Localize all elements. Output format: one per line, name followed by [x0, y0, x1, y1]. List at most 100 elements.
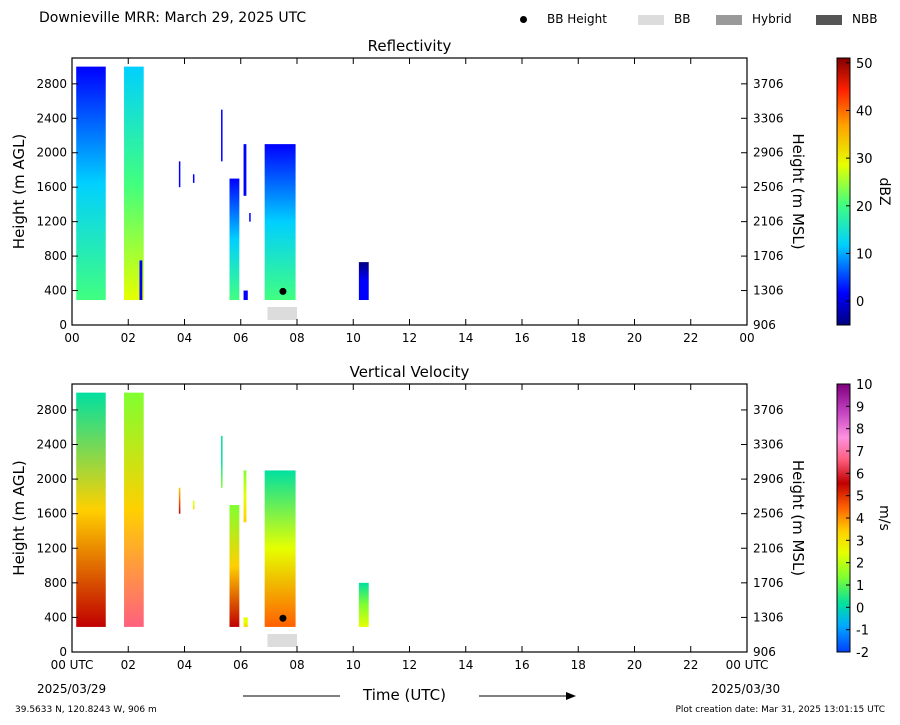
echo-column: [264, 144, 296, 301]
y-tick-right-label: 906: [753, 645, 776, 659]
bb-flag-bar: [267, 634, 297, 647]
colorbar-tick-label: 8: [856, 423, 864, 438]
legend-label: Hybrid: [752, 12, 792, 26]
y-tick-right-label: 2106: [753, 541, 784, 555]
echo-column: [358, 582, 369, 627]
y-tick-label: 2000: [36, 472, 67, 486]
start-date: 2025/03/29: [37, 682, 107, 696]
x-tick-label: 00: [739, 331, 754, 345]
colorbar-tick-label: 4: [856, 512, 864, 527]
legend-item-nbb: NBB: [816, 12, 877, 26]
y-tick-right-label: 1306: [753, 284, 784, 298]
colorbar-tick-label: 20: [856, 200, 873, 215]
y-tick-label: 400: [44, 610, 67, 624]
y-tick-label: 1200: [36, 541, 67, 555]
colorbar-label: dBZ: [876, 177, 892, 205]
y-tick-label: 400: [44, 284, 67, 298]
colorbar-tick-label: 0: [856, 295, 864, 310]
colorbar-tick-label: 30: [856, 152, 873, 167]
echo-column: [192, 174, 195, 183]
echo-column: [221, 109, 223, 162]
colorbar: [836, 57, 851, 326]
echo-column: [124, 66, 144, 301]
creation-date: Plot creation date: Mar 31, 2025 13:01:1…: [675, 705, 885, 715]
echo-column: [192, 500, 195, 510]
x-tick-label: 10: [346, 331, 361, 345]
echo-column: [76, 392, 106, 627]
x-tick-label: 00 UTC: [726, 658, 769, 672]
y-tick-label: 1600: [36, 507, 67, 521]
arrowhead-icon: [566, 692, 576, 700]
x-tick-label: 12: [402, 331, 417, 345]
colorbar-tick-label: 10: [856, 247, 873, 262]
y-tick-right-label: 2106: [753, 215, 784, 229]
echo-column: [358, 262, 369, 301]
x-tick-label: 04: [177, 658, 192, 672]
echo-column: [124, 392, 144, 627]
y-tick-right-label: 1306: [753, 610, 784, 624]
x-tick-label: 02: [121, 331, 136, 345]
colorbar-tick-label: 40: [856, 104, 873, 119]
colorbar-tick-label: 5: [856, 490, 864, 505]
x-tick-label: 08: [289, 658, 304, 672]
x-tick-label: 20: [627, 331, 642, 345]
y-axis-right-label: Height (m MSL): [789, 460, 807, 576]
y-tick-right-label: 2906: [753, 472, 784, 486]
panel-title: Vertical Velocity: [350, 363, 470, 381]
echo-column: [178, 487, 181, 514]
echo-column: [76, 66, 106, 301]
location-text: 39.5633 N, 120.8243 W, 906 m: [15, 705, 157, 715]
y-tick-label: 1600: [36, 180, 67, 194]
echo-column: [139, 260, 143, 301]
colorbar-tick-label: -2: [856, 646, 869, 661]
y-tick-right-label: 2906: [753, 146, 784, 160]
echo-column: [221, 435, 223, 488]
colorbar-tick-label: 50: [856, 57, 873, 72]
y-axis-label: Height (m AGL): [10, 134, 28, 249]
colorbar-tick-label: 1: [856, 579, 864, 594]
colorbar-tick-label: -1: [856, 624, 869, 639]
x-tick-label: 14: [458, 331, 473, 345]
x-tick-label: 06: [233, 658, 248, 672]
colorbar-tick-label: 9: [856, 400, 864, 415]
legend-item-bb: BB: [638, 12, 690, 26]
plot-frame: [71, 383, 748, 653]
x-tick-label: 10: [346, 658, 361, 672]
y-tick-right-label: 2506: [753, 507, 784, 521]
x-tick-label: 18: [571, 331, 586, 345]
y-axis-label: Height (m AGL): [10, 460, 28, 575]
page-title: Downieville MRR: March 29, 2025 UTC: [39, 10, 307, 26]
gray-swatch-icon: [716, 14, 742, 25]
x-tick-label: 00: [64, 331, 79, 345]
y-tick-label: 1200: [36, 215, 67, 229]
colorbar-tick-label: 0: [856, 601, 864, 616]
y-tick-label: 2400: [36, 111, 67, 125]
y-tick-label: 800: [44, 576, 67, 590]
echo-column: [243, 290, 248, 301]
bb-flag-bar: [267, 307, 297, 320]
y-tick-right-label: 3306: [753, 438, 784, 452]
legend-item-hybrid: Hybrid: [716, 12, 792, 26]
x-tick-label: 22: [683, 331, 698, 345]
echo-column: [243, 617, 248, 627]
y-axis-right-label: Height (m MSL): [789, 133, 807, 249]
echo-column: [243, 144, 247, 196]
dot-icon: [520, 16, 527, 23]
x-tick-label: 04: [177, 331, 192, 345]
echo-column: [229, 505, 240, 627]
echo-column: [243, 470, 247, 523]
y-tick-right-label: 3706: [753, 77, 784, 91]
plot-frame: [71, 57, 748, 326]
y-tick-label: 2400: [36, 438, 67, 452]
x-tick-label: 14: [458, 658, 473, 672]
dark-gray-swatch-icon: [816, 14, 842, 25]
colorbar-tick-label: 6: [856, 467, 864, 482]
x-tick-label: 16: [514, 658, 529, 672]
y-tick-label: 2800: [36, 77, 67, 91]
y-tick-label: 2800: [36, 403, 67, 417]
colorbar-label: m/s: [876, 505, 892, 531]
bb-height-dot: [279, 614, 287, 622]
echo-column: [249, 213, 251, 222]
